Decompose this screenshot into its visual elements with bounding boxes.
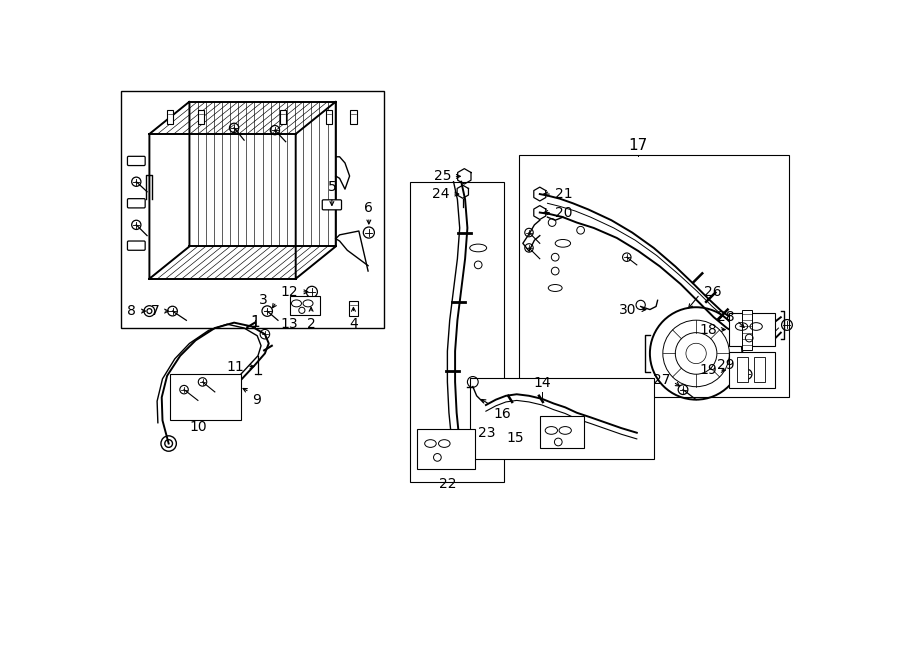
Bar bbox=[519, 155, 788, 397]
Bar bbox=[167, 110, 174, 124]
Text: 9: 9 bbox=[252, 393, 261, 407]
Text: 13: 13 bbox=[281, 317, 298, 331]
Bar bbox=[742, 309, 752, 350]
Text: 24: 24 bbox=[432, 187, 450, 201]
Bar bbox=[349, 301, 357, 316]
FancyBboxPatch shape bbox=[128, 199, 145, 208]
Bar bbox=[291, 295, 319, 315]
FancyBboxPatch shape bbox=[322, 200, 341, 210]
Text: 2: 2 bbox=[307, 317, 316, 331]
Bar bbox=[410, 182, 504, 482]
Text: 7: 7 bbox=[150, 304, 159, 318]
Bar bbox=[170, 374, 241, 420]
Bar bbox=[280, 110, 285, 124]
Bar bbox=[737, 358, 748, 382]
Text: 10: 10 bbox=[189, 420, 207, 434]
Text: 27: 27 bbox=[653, 373, 670, 387]
Bar bbox=[754, 358, 765, 382]
Bar bbox=[198, 110, 204, 124]
Text: 23: 23 bbox=[478, 426, 496, 440]
Text: 6: 6 bbox=[364, 201, 373, 215]
Text: 19: 19 bbox=[699, 364, 717, 377]
Text: 22: 22 bbox=[438, 477, 456, 490]
Text: 30: 30 bbox=[619, 303, 637, 317]
Bar bbox=[326, 110, 332, 124]
Text: 18: 18 bbox=[699, 323, 717, 336]
FancyBboxPatch shape bbox=[128, 241, 145, 251]
Text: 12: 12 bbox=[281, 285, 298, 299]
Bar bbox=[471, 378, 653, 459]
Bar bbox=[121, 91, 384, 328]
Bar bbox=[418, 429, 475, 469]
Text: 14: 14 bbox=[534, 375, 551, 389]
Bar bbox=[729, 352, 776, 388]
Text: 16: 16 bbox=[493, 407, 511, 421]
Text: 26: 26 bbox=[704, 285, 722, 299]
Text: 8: 8 bbox=[128, 304, 136, 318]
Bar bbox=[350, 110, 356, 124]
Text: 21: 21 bbox=[555, 187, 572, 201]
Text: 4: 4 bbox=[349, 317, 358, 331]
Text: 17: 17 bbox=[629, 138, 648, 153]
Bar bbox=[540, 416, 584, 448]
Text: 1: 1 bbox=[250, 315, 260, 330]
Text: 29: 29 bbox=[717, 358, 734, 372]
Text: 15: 15 bbox=[507, 431, 525, 445]
Text: 11: 11 bbox=[227, 360, 244, 373]
Text: 25: 25 bbox=[434, 169, 451, 183]
Text: 3: 3 bbox=[258, 293, 267, 307]
FancyBboxPatch shape bbox=[128, 156, 145, 165]
Text: 5: 5 bbox=[328, 180, 337, 194]
Text: 28: 28 bbox=[717, 310, 734, 325]
Bar bbox=[729, 313, 776, 346]
Text: 20: 20 bbox=[555, 206, 572, 219]
